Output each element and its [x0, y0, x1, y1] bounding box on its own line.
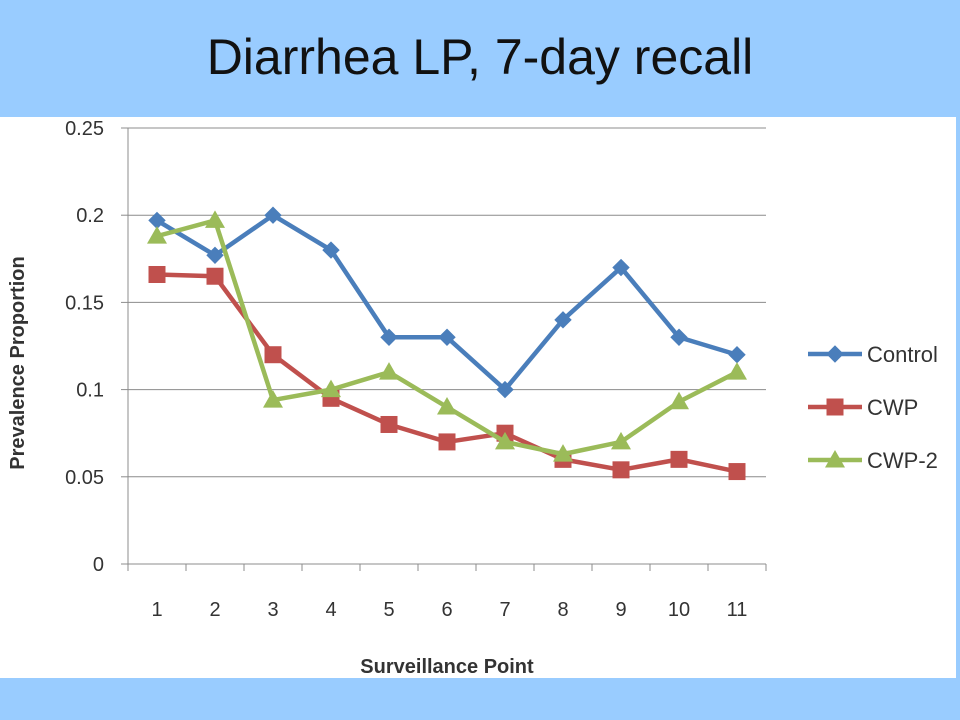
data-point-control	[728, 346, 746, 364]
data-point-cwp	[148, 265, 166, 283]
slide-title: Diarrhea LP, 7-day recall	[206, 29, 754, 85]
data-point-control	[206, 246, 224, 265]
data-point-cwp-2	[437, 397, 457, 415]
legend-item-cwp-2: CWP-2	[808, 448, 938, 473]
legend-label-cwp-2: CWP-2	[867, 448, 938, 473]
data-point-cwp	[380, 415, 398, 433]
gridlines	[128, 127, 766, 478]
data-point-control	[612, 258, 630, 277]
data-point-cwp	[264, 346, 282, 364]
x-tick-label: 4	[325, 599, 336, 621]
x-tick-label: 6	[441, 599, 452, 621]
chart-panel: 0 0.05 0.1 0.15 0.2 0.25 1 2 3 4 5 6 7 8 9 10 11 Control…	[0, 117, 956, 678]
x-tick-label: 10	[668, 599, 690, 621]
data-point-cwp-2	[727, 362, 747, 380]
legend-marker-cwp	[826, 398, 844, 416]
y-tick-label: 0.1	[76, 380, 104, 402]
data-point-control	[322, 241, 340, 259]
x-tick-label: 2	[209, 599, 220, 621]
data-point-cwp-2	[669, 391, 689, 410]
legend-marker-control	[826, 345, 844, 363]
x-tick-label: 11	[727, 599, 748, 621]
legend-label-control: Control	[867, 342, 938, 367]
y-axis-label: Prevalence Proportion	[7, 256, 29, 469]
series-layer	[147, 206, 747, 481]
data-point-control	[264, 206, 282, 224]
y-tick-label: 0.25	[65, 118, 104, 140]
y-tick-label: 0	[93, 554, 104, 576]
data-point-cwp	[438, 433, 456, 451]
x-tick-label: 1	[151, 599, 162, 621]
data-point-cwp	[670, 450, 688, 468]
data-point-cwp	[728, 463, 746, 481]
x-tick-label: 9	[615, 599, 626, 621]
x-tick-label: 8	[557, 599, 568, 621]
y-tick-label: 0.2	[76, 205, 104, 227]
data-point-cwp-2	[321, 379, 341, 398]
data-point-cwp-2	[379, 362, 399, 380]
y-tick-label: 0.15	[65, 292, 104, 314]
x-axis-label: Surveillance Point	[360, 656, 534, 678]
data-point-control	[438, 328, 456, 346]
data-point-cwp-2	[495, 431, 515, 450]
data-point-cwp	[206, 267, 224, 285]
y-tick-label: 0.05	[65, 467, 104, 489]
data-point-cwp	[612, 461, 630, 479]
data-point-cwp-2	[611, 431, 631, 450]
legend: Control CWP CWP-2	[808, 342, 938, 473]
data-point-control	[670, 328, 688, 346]
x-tick-label: 7	[499, 599, 510, 621]
data-point-cwp-2	[205, 210, 225, 228]
series-cwp-2	[147, 210, 747, 462]
data-point-control	[496, 380, 514, 399]
axes: 0 0.05 0.1 0.15 0.2 0.25 1 2 3 4 5 6 7 8 9 10 11	[65, 118, 767, 621]
data-point-cwp-2	[553, 444, 573, 462]
line-chart: 0 0.05 0.1 0.15 0.2 0.25 1 2 3 4 5 6 7 8 9 10 11 Control…	[7, 118, 938, 678]
legend-item-control: Control	[808, 342, 938, 367]
legend-marker-cwp-2	[825, 450, 845, 468]
series-control	[148, 206, 746, 399]
data-point-cwp-2	[263, 390, 283, 408]
legend-label-cwp: CWP	[867, 395, 918, 420]
legend-item-cwp: CWP	[808, 395, 918, 420]
data-point-control	[554, 311, 572, 329]
data-point-control	[380, 328, 398, 346]
x-tick-label: 3	[267, 599, 278, 621]
x-tick-label: 5	[383, 599, 394, 621]
data-point-cwp-2	[147, 226, 167, 244]
